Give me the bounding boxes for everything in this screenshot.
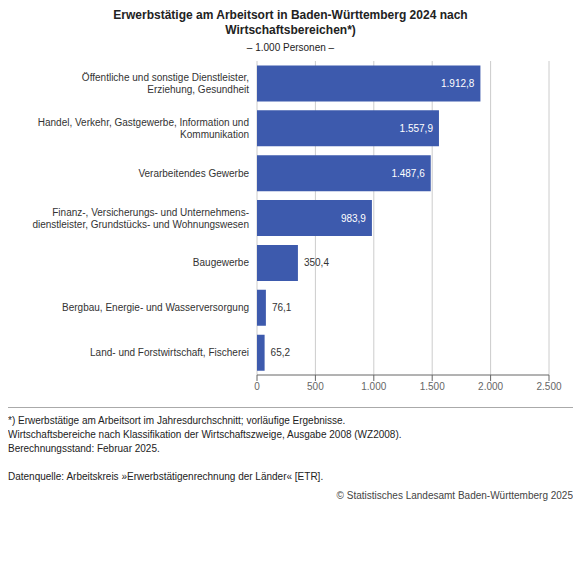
html-text:Wirtschaftsbereichen*): Wirtschaftsbereichen*) bbox=[225, 23, 356, 37]
svg-text:65,2: 65,2 bbox=[271, 347, 291, 358]
svg-text:983,9: 983,9 bbox=[341, 213, 366, 224]
svg-text:350,4: 350,4 bbox=[304, 257, 329, 268]
svg-text:1.500: 1.500 bbox=[420, 381, 445, 392]
svg-text:Baugewerbe: Baugewerbe bbox=[193, 257, 250, 268]
svg-text:Öffentliche und sonstige Diens: Öffentliche und sonstige Dienstleister,E… bbox=[82, 72, 249, 95]
svg-text:2.000: 2.000 bbox=[478, 381, 503, 392]
svg-text:500: 500 bbox=[307, 381, 324, 392]
svg-text:Bergbau, Energie- und Wasserve: Bergbau, Energie- und Wasserversorgung bbox=[62, 302, 249, 313]
svg-text:76,1: 76,1 bbox=[272, 302, 292, 313]
svg-text:Finanz-, Versicherungs- und Un: Finanz-, Versicherungs- und Unternehmens… bbox=[32, 207, 249, 230]
svg-text:1.557,9: 1.557,9 bbox=[400, 123, 434, 134]
html-text:*) Erwerbstätige am Arbeitsort: *) Erwerbstätige am Arbeitsort im Jahres… bbox=[8, 415, 346, 426]
svg-text:1.000: 1.000 bbox=[361, 381, 386, 392]
svg-text:2.500: 2.500 bbox=[536, 381, 561, 392]
html-text:– 1.000 Personen –: – 1.000 Personen – bbox=[246, 42, 335, 53]
svg-text:1.912,8: 1.912,8 bbox=[441, 78, 475, 89]
svg-text:Handel, Verkehr, Gastgewerbe,: Handel, Verkehr, Gastgewerbe, Informatio… bbox=[38, 117, 249, 140]
svg-text:1.487,6: 1.487,6 bbox=[391, 168, 425, 179]
svg-text:0: 0 bbox=[254, 381, 260, 392]
html-text:Berechnungsstand: Februar 2025: Berechnungsstand: Februar 2025. bbox=[8, 443, 160, 454]
svg-text:Land- und Forstwirtschaft, Fis: Land- und Forstwirtschaft, Fischerei bbox=[90, 347, 249, 358]
html-text:© Statistisches Landesamt Bade: © Statistisches Landesamt Baden-Württemb… bbox=[336, 490, 573, 501]
html-text:Datenquelle: Arbeitskreis »Erw: Datenquelle: Arbeitskreis »Erwerbs­tätig… bbox=[8, 471, 324, 482]
html-text:Wirtschaftsbereiche nach Klass: Wirtschaftsbereiche nach Klassifikation … bbox=[8, 429, 402, 440]
html-text:Erwerbstätige am Arbeitsort in: Erwerbstätige am Arbeitsort in Baden-Wür… bbox=[113, 8, 468, 22]
svg-text:Verarbeitendes Gewerbe: Verarbeitendes Gewerbe bbox=[138, 168, 249, 179]
